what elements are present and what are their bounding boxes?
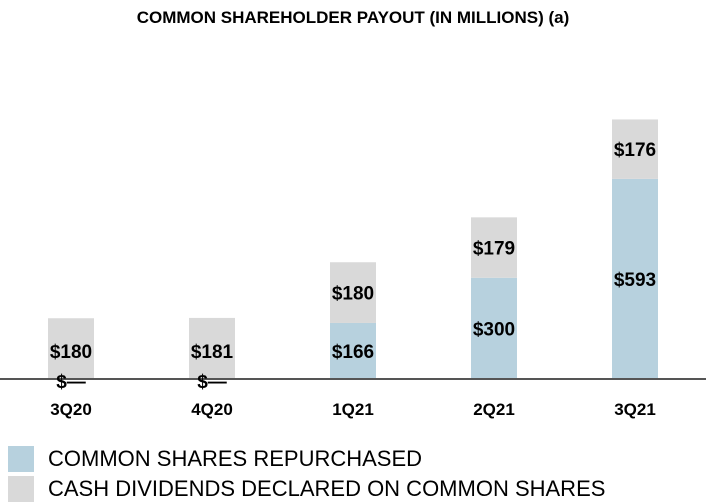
legend-item-dividends: CASH DIVIDENDS DECLARED ON COMMON SHARES	[8, 474, 605, 504]
labels-group: $180 $— 3Q20 $181 $— 4Q20 $166 $180 1Q21 $300 $179…	[50, 140, 656, 419]
bar-dividends-2Q21	[471, 217, 517, 278]
bar-repurchased-2Q21	[471, 277, 517, 379]
x-tick-label-4Q20: 4Q20	[191, 400, 233, 419]
bar-dividends-3Q20	[48, 318, 94, 379]
legend: COMMON SHARES REPURCHASED CASH DIVIDENDS…	[8, 444, 605, 504]
label-dividends-3Q20: $180	[50, 342, 92, 363]
bar-repurchased-1Q21	[330, 322, 376, 379]
x-tick-label-3Q21: 3Q21	[614, 400, 656, 419]
label-repurchased-1Q21: $166	[332, 342, 374, 363]
label-dividends-3Q21: $176	[614, 140, 656, 161]
label-repurchased-3Q20: $—	[56, 372, 86, 393]
legend-item-repurchased: COMMON SHARES REPURCHASED	[8, 444, 605, 474]
bar-dividends-3Q21	[612, 119, 658, 179]
x-tick-label-1Q21: 1Q21	[332, 400, 374, 419]
label-repurchased-4Q20: $—	[197, 372, 227, 393]
label-dividends-1Q21: $180	[332, 284, 374, 305]
bar-dividends-1Q21	[330, 262, 376, 323]
label-dividends-4Q20: $181	[191, 342, 234, 363]
payout-chart: $180 $— 3Q20 $181 $— 4Q20 $166 $180 1Q21 $300 $179…	[0, 119, 706, 419]
bar-repurchased-3Q21	[612, 178, 658, 379]
legend-swatch-dividends	[8, 476, 34, 502]
chart-title: COMMON SHAREHOLDER PAYOUT (IN MILLIONS) …	[136, 8, 570, 27]
label-repurchased-2Q21: $300	[473, 319, 515, 340]
bars-group	[48, 119, 658, 379]
label-dividends-2Q21: $179	[473, 239, 515, 260]
x-tick-label-2Q21: 2Q21	[473, 400, 515, 419]
legend-label-dividends: CASH DIVIDENDS DECLARED ON COMMON SHARES	[48, 476, 606, 501]
bar-dividends-4Q20	[189, 317, 235, 379]
x-tick-label-3Q20: 3Q20	[50, 400, 92, 419]
legend-label-repurchased: COMMON SHARES REPURCHASED	[48, 446, 423, 471]
label-repurchased-3Q21: $593	[614, 270, 656, 291]
legend-swatch-repurchased	[8, 446, 34, 472]
